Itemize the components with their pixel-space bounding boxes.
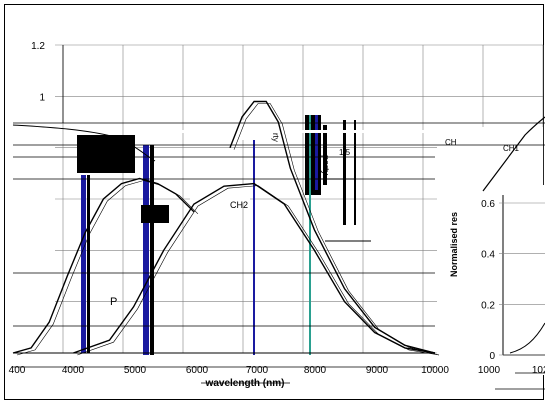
x-tick-label: 8000 [304, 365, 327, 376]
blue-band-1 [81, 175, 86, 353]
x-tick-label: 9000 [366, 365, 389, 376]
inset-series-foot [509, 322, 545, 354]
x-tick-label-right: 1000 [478, 365, 501, 376]
annotation-p: P [110, 296, 117, 308]
white-patch-2 [190, 185, 250, 203]
x-tick-label: 7000 [246, 365, 269, 376]
x-tick-label: 4000 [62, 365, 85, 376]
grid [55, 44, 544, 354]
annotation-porty: porty [321, 155, 331, 176]
annotation-ch1: CH1 [503, 144, 520, 153]
blue-band-2 [143, 145, 149, 355]
x-tick-label: 5000 [124, 365, 147, 376]
annotation-15: 1.5 [339, 148, 351, 157]
black-band-3 [323, 125, 327, 185]
x-tick-label: 10000 [421, 365, 449, 376]
overlay-lines [13, 122, 545, 368]
inset-panel-bg [437, 185, 545, 375]
black-band-5 [354, 120, 356, 225]
black-block-2 [141, 205, 169, 223]
annotation-rty: rty [271, 133, 280, 142]
chart-svg: 1.21 [9, 41, 545, 390]
black-block-3 [305, 115, 321, 195]
y-tick-labels: 1.21 [31, 41, 45, 103]
inset-series-line [482, 116, 545, 192]
inset-y-tick-label: 0.6 [481, 199, 495, 210]
black-block-1 [77, 135, 135, 173]
x-axis-label: wavelength (nm) [205, 378, 285, 389]
x-tick-label-right: 1020 [532, 365, 545, 376]
series-line-0 [12, 177, 195, 354]
render-artifacts [77, 115, 545, 375]
y-tick-label: 1.2 [31, 41, 45, 52]
series-line-1 [73, 182, 436, 354]
x-tick-label: 400 [9, 365, 26, 376]
inset-y-tick-label: 0.2 [481, 300, 495, 311]
inset-y-tick-label: 0.4 [481, 250, 495, 261]
series-line-shadow-1 [77, 185, 440, 356]
inset-y-tick-label: 0 [489, 351, 495, 362]
annotation-ch2: CH2 [230, 200, 248, 210]
black-band-1 [87, 175, 90, 353]
x-tick-label: 6000 [186, 365, 209, 376]
data-series [12, 100, 545, 356]
blue-band-3 [253, 125, 255, 355]
black-band-2 [150, 145, 154, 355]
chart-frame: 1.2 1 [4, 4, 545, 400]
inset-axis: 0.6 0.4 0.2 0 [481, 195, 545, 362]
series-line-2 [229, 100, 436, 354]
blue-band-4 [315, 115, 318, 190]
series-line-shadow-0 [16, 180, 199, 356]
white-strip-1 [125, 130, 435, 133]
series-fragment-top-left [12, 124, 156, 162]
annotation-ch: CH [445, 138, 457, 147]
y-tick-label: 1 [39, 92, 45, 103]
teal-band [309, 115, 311, 355]
series-line-shadow-2 [233, 103, 440, 356]
y-axis-label: Normalised res [449, 212, 459, 277]
x-tick-labels: 400 4000 5000 6000 7000 8000 9000 10000 1000 1020 [9, 365, 545, 376]
black-band-4 [343, 120, 346, 225]
